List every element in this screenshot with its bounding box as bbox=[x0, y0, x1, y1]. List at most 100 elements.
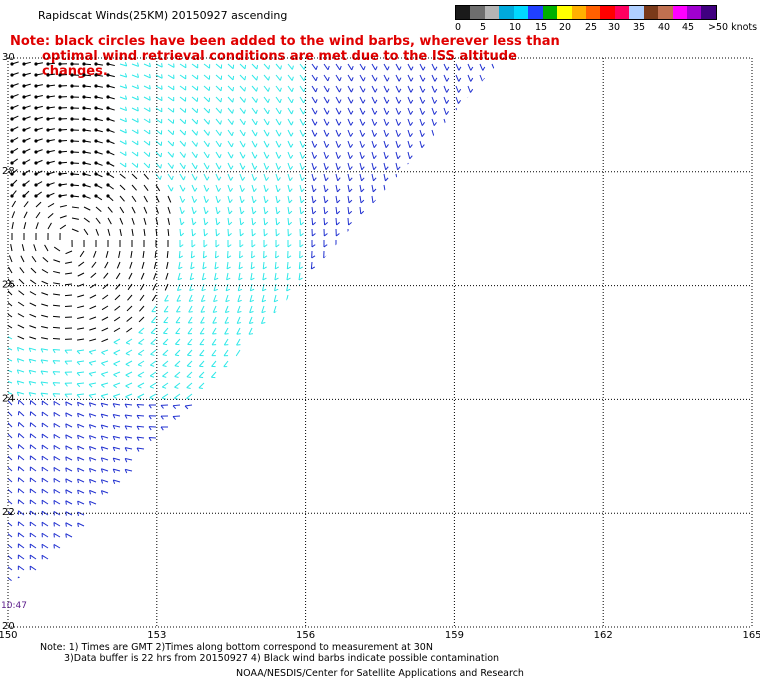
wind-barb bbox=[443, 85, 448, 93]
wind-barb-flag bbox=[239, 244, 244, 248]
contamination-circle bbox=[22, 128, 26, 132]
wind-barb bbox=[113, 457, 121, 461]
wind-barb bbox=[8, 443, 13, 450]
wind-barb bbox=[29, 521, 37, 527]
wind-barb-flag bbox=[314, 121, 318, 126]
wind-barb-flag bbox=[226, 266, 231, 270]
wind-barb-flag bbox=[137, 118, 139, 123]
legend-swatch bbox=[629, 6, 644, 19]
wind-barb bbox=[143, 118, 151, 124]
wind-barb-flag bbox=[255, 132, 258, 137]
wind-barb-flag bbox=[312, 210, 317, 215]
wind-barb-flag bbox=[100, 413, 104, 419]
wind-barb bbox=[359, 96, 364, 104]
wind-barb-flag bbox=[64, 382, 68, 387]
wind-barb-flag bbox=[88, 402, 92, 407]
wind-barb-flag bbox=[326, 132, 330, 137]
wind-barb bbox=[263, 151, 268, 159]
contamination-circle bbox=[10, 62, 14, 66]
contamination-circle bbox=[82, 183, 86, 187]
wind-barb-flag bbox=[446, 99, 450, 104]
wind-barb-flag bbox=[201, 300, 206, 302]
wind-barb-flag bbox=[192, 221, 197, 226]
wind-barb bbox=[125, 382, 133, 387]
wind-barb bbox=[65, 533, 73, 538]
wind-barb-flag bbox=[88, 384, 93, 388]
wind-barb-flag bbox=[100, 479, 104, 484]
wind-barb bbox=[30, 267, 37, 274]
wind-barb-flag bbox=[372, 199, 377, 204]
wind-barb-flag bbox=[88, 362, 93, 366]
legend-swatch bbox=[542, 6, 558, 19]
wind-barb-flag bbox=[470, 77, 474, 82]
wind-barb bbox=[236, 338, 241, 346]
wind-barb-flag bbox=[148, 404, 152, 409]
wind-barb bbox=[298, 272, 301, 281]
wind-barb-flag bbox=[5, 380, 6, 384]
lat-lon-grid bbox=[7, 57, 753, 628]
wind-barb bbox=[44, 244, 49, 252]
wind-barb bbox=[53, 400, 61, 406]
wind-barb bbox=[275, 74, 281, 81]
wind-barb-flag bbox=[160, 152, 163, 158]
wind-barb-flag bbox=[347, 233, 352, 237]
wind-barb bbox=[41, 488, 49, 494]
wind-barb bbox=[89, 446, 97, 450]
wind-barb-flag bbox=[183, 164, 186, 169]
wind-barb bbox=[138, 316, 145, 323]
wind-barb bbox=[113, 327, 121, 333]
wind-barb bbox=[65, 478, 73, 483]
wind-barb bbox=[395, 151, 399, 159]
legend-swatch bbox=[513, 6, 529, 19]
wind-barb bbox=[335, 118, 340, 126]
wind-barb-flag bbox=[457, 111, 461, 115]
wind-barb bbox=[76, 393, 85, 396]
contamination-circle bbox=[22, 172, 26, 176]
wind-barb bbox=[347, 74, 352, 82]
contamination-circle bbox=[46, 128, 50, 132]
wind-barb bbox=[200, 316, 205, 324]
wind-barb-flag bbox=[385, 144, 389, 148]
wind-barb bbox=[335, 151, 339, 159]
wind-barb bbox=[199, 338, 205, 345]
wind-barb bbox=[467, 96, 471, 104]
wind-barb bbox=[179, 217, 182, 225]
wind-barb-flag bbox=[243, 120, 246, 125]
wind-barb bbox=[213, 272, 217, 280]
wind-barb bbox=[53, 544, 61, 549]
contamination-circle bbox=[70, 194, 74, 198]
pass-time-label: 10:47 bbox=[1, 601, 27, 611]
wind-barb-flag bbox=[196, 131, 198, 136]
wind-barb-flag bbox=[100, 395, 105, 399]
wind-barb bbox=[383, 85, 388, 93]
wind-barb-flag bbox=[148, 437, 152, 442]
wind-barb-flag bbox=[230, 154, 234, 159]
wind-barb bbox=[199, 349, 205, 356]
wind-barb-flag bbox=[160, 415, 164, 420]
product-title: Rapidscat Winds(25KM) 20150927 ascending bbox=[38, 9, 288, 22]
wind-barb bbox=[101, 446, 109, 450]
wind-barb bbox=[119, 140, 127, 145]
wind-barb-flag bbox=[242, 154, 246, 159]
wind-barb bbox=[311, 217, 314, 226]
wind-barb bbox=[198, 360, 205, 367]
wind-barb-flag bbox=[266, 154, 270, 159]
contamination-circle bbox=[46, 117, 50, 121]
wind-barb bbox=[125, 393, 133, 398]
wind-barb bbox=[125, 414, 133, 417]
wind-barb-flag bbox=[203, 244, 208, 248]
wind-barb-flag bbox=[170, 187, 174, 192]
wind-barb bbox=[113, 468, 121, 472]
wind-barb bbox=[347, 173, 351, 181]
wind-barb-flag bbox=[181, 210, 185, 215]
wind-barb bbox=[286, 272, 289, 280]
wind-barb-flag bbox=[255, 120, 258, 126]
wind-barb-flag bbox=[315, 99, 318, 104]
wind-barb-flag bbox=[339, 65, 342, 71]
wind-barb bbox=[41, 348, 49, 351]
wind-barb-flag bbox=[40, 370, 44, 375]
wind-barb-flag bbox=[243, 109, 246, 114]
contamination-circle bbox=[34, 150, 38, 154]
wind-barb bbox=[113, 424, 121, 428]
wind-barb-flag bbox=[303, 87, 306, 93]
